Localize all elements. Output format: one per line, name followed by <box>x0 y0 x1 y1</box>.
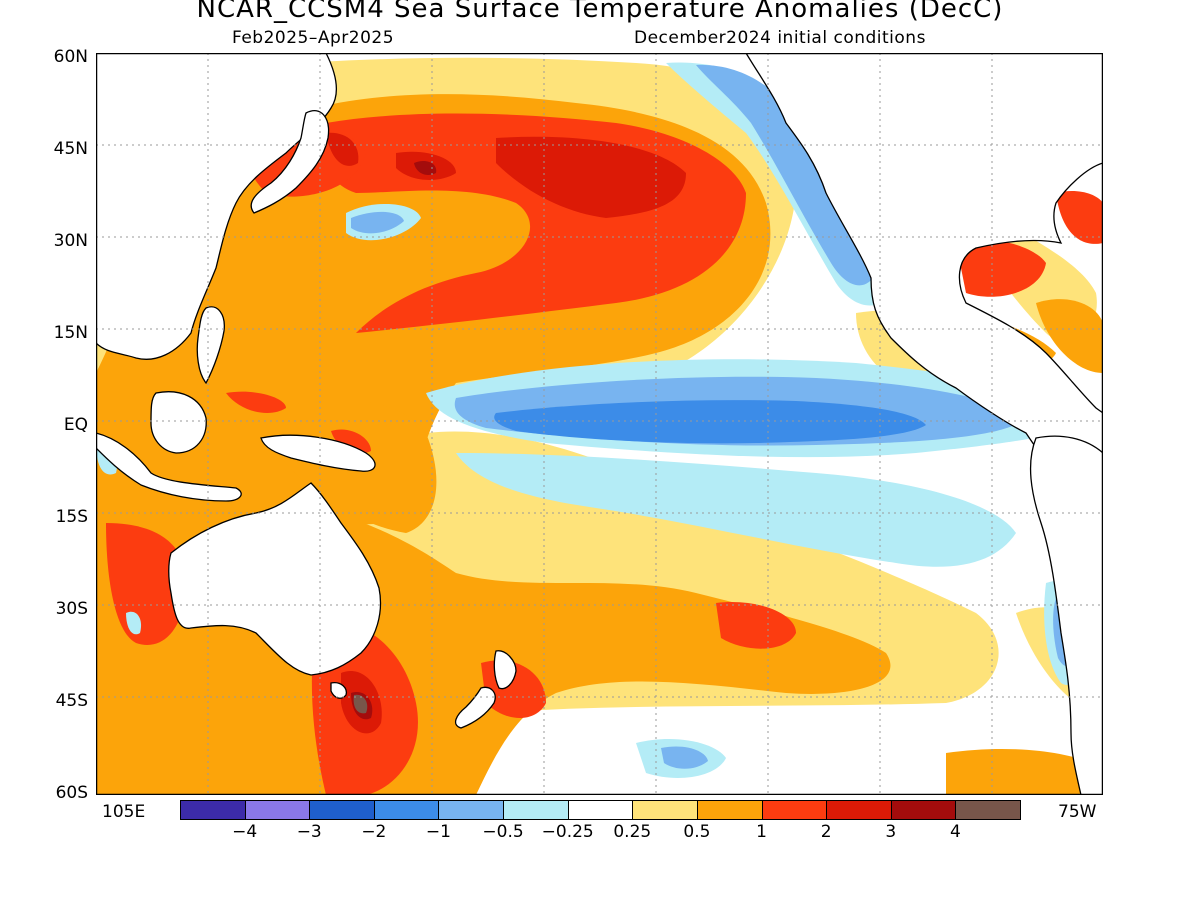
lat-label-45s: 45S <box>55 691 88 711</box>
legend-tick-label: 2 <box>820 822 832 842</box>
legend-tick-label: 1 <box>756 822 767 842</box>
legend-tick-label: −4 <box>232 822 258 842</box>
new-zealand-north-landmass <box>493 650 517 690</box>
new-guinea-landmass <box>260 434 376 472</box>
legend-swatch <box>180 800 246 820</box>
forecast-period: Feb2025–Apr2025 <box>232 28 395 48</box>
lat-label-60n: 60N <box>53 47 88 67</box>
legend-swatch <box>826 800 892 820</box>
borneo-landmass <box>150 391 207 454</box>
legend-tick-label: 0.5 <box>683 822 711 842</box>
tasmania-landmass <box>330 682 347 699</box>
legend-swatch <box>890 800 957 820</box>
graticule <box>96 53 1103 795</box>
legend-swatch <box>567 800 634 820</box>
lat-label-15s: 15S <box>55 507 88 527</box>
legend-tick-label: 3 <box>885 822 897 842</box>
legend-tick-label: 0.25 <box>613 822 652 842</box>
map-title: NCAR_CCSM4 Sea Surface Temperature Anoma… <box>196 0 1004 24</box>
lon-label-west: 105E <box>102 802 146 822</box>
legend-tick-label: −1 <box>425 822 451 842</box>
color-legend <box>180 800 1021 822</box>
land-masses <box>96 53 1103 795</box>
legend-swatch <box>373 800 440 820</box>
legend-swatch <box>244 800 311 820</box>
legend-swatch <box>438 800 505 820</box>
legend-tick-label: −3 <box>296 822 322 842</box>
lat-label-15n: 15N <box>53 323 88 343</box>
lat-label-eq: EQ <box>63 415 88 435</box>
lat-label-45n: 45N <box>53 139 88 159</box>
lat-label-30s: 30S <box>55 599 88 619</box>
australia-landmass <box>168 482 382 676</box>
sst-anomaly-map <box>96 53 1103 795</box>
legend-swatch <box>309 800 375 820</box>
lon-label-east: 75W <box>1058 802 1097 822</box>
legend-tick-label: 4 <box>949 822 961 842</box>
legend-swatch <box>632 800 698 820</box>
philippines-landmass <box>196 306 225 385</box>
legend-tick-label: −2 <box>361 822 387 842</box>
legend-swatch <box>696 800 763 820</box>
legend-tick-labels: −4 −3 −2 −1 −0.5 −0.25 0.25 0.5 1 2 3 4 <box>0 822 1200 846</box>
legend-tick-label: −0.25 <box>541 822 594 842</box>
new-zealand-south-landmass <box>454 686 496 729</box>
lat-label-30n: 30N <box>53 231 88 251</box>
asia-landmass <box>96 53 338 360</box>
lat-label-60s: 60S <box>55 783 88 803</box>
japan-landmass <box>250 110 330 214</box>
sumatra-java-landmass <box>96 432 242 502</box>
legend-swatch <box>761 800 828 820</box>
legend-swatch <box>503 800 569 820</box>
initial-conditions: December2024 initial conditions <box>634 28 926 48</box>
legend-swatch <box>955 800 1021 820</box>
legend-tick-label: −0.5 <box>482 822 524 842</box>
